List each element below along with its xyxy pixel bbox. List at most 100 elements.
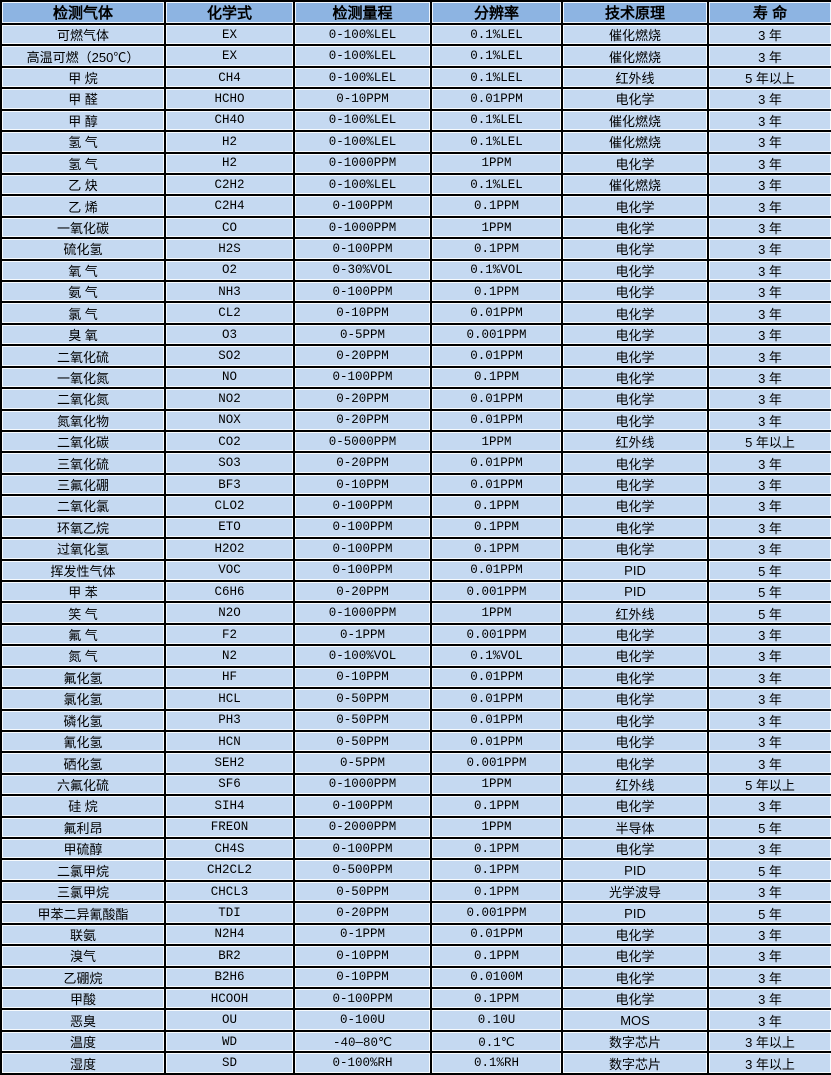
- detection-range-cell: 0-1000PPM: [293, 772, 432, 797]
- resolution-cell: 0.1PPM: [430, 365, 563, 390]
- detection-range-cell: 0-100U: [293, 1008, 432, 1032]
- table-row: 甲 醇 CH4O 0-100%LEL 0.1%LEL 催化燃烧 3 年: [0, 108, 831, 133]
- technical-principle-cell: 电化学: [561, 194, 709, 218]
- gas-name-cell: 氯化氢: [0, 687, 166, 711]
- resolution-cell: 0.01PPM: [430, 708, 563, 732]
- gas-name-cell: 笑 气: [0, 601, 166, 625]
- technical-principle-cell: 催化燃烧: [561, 44, 709, 68]
- detection-range-cell: 0-10PPM: [293, 944, 432, 968]
- technical-principle-cell: 电化学: [561, 729, 709, 754]
- chemical-formula-cell: CH2CL2: [164, 858, 295, 882]
- table-row: 氮氧化物 NOX 0-20PPM 0.01PPM 电化学 3 年: [0, 408, 831, 433]
- lifespan-cell: 5 年以上: [707, 65, 831, 90]
- chemical-formula-cell: H2: [164, 151, 295, 175]
- detection-range-cell: 0-10PPM: [293, 472, 432, 497]
- detection-range-cell: 0-10PPM: [293, 965, 432, 990]
- lifespan-cell: 3 年: [707, 108, 831, 133]
- table-row: 甲 苯 C6H6 0-20PPM 0.001PPM PID 5 年: [0, 579, 831, 604]
- table-row: 一氧化氮 NO 0-100PPM 0.1PPM 电化学 3 年: [0, 365, 831, 390]
- detection-range-cell: 0-1000PPM: [293, 601, 432, 625]
- gas-name-cell: 可燃气体: [0, 22, 166, 47]
- table-row: 甲酸 HCOOH 0-100PPM 0.1PPM 电化学 3 年: [0, 986, 831, 1011]
- lifespan-cell: 5 年: [707, 815, 831, 840]
- detection-range-cell: 0-100PPM: [293, 280, 432, 304]
- detection-range-cell: 0-1PPM: [293, 622, 432, 647]
- chemical-formula-cell: B2H6: [164, 965, 295, 990]
- table-row: 氟利昂 FREON 0-2000PPM 1PPM 半导体 5 年: [0, 815, 831, 840]
- resolution-cell: 0.1PPM: [430, 794, 563, 818]
- chemical-formula-cell: WD: [164, 1029, 295, 1054]
- table-row: 三氧化硫 SO3 0-20PPM 0.01PPM 电化学 3 年: [0, 451, 831, 475]
- header-gas-name: 检测气体: [0, 0, 166, 25]
- chemical-formula-cell: TDI: [164, 901, 295, 925]
- technical-principle-cell: 催化燃烧: [561, 130, 709, 154]
- table-row: 硅 烷 SIH4 0-100PPM 0.1PPM 电化学 3 年: [0, 794, 831, 818]
- lifespan-cell: 5 年: [707, 558, 831, 582]
- table-row: 臭 氧 O3 0-5PPM 0.001PPM 电化学 3 年: [0, 322, 831, 347]
- gas-name-cell: 环氧乙烷: [0, 515, 166, 540]
- chemical-formula-cell: O3: [164, 322, 295, 347]
- gas-name-cell: 氮氧化物: [0, 408, 166, 433]
- gas-name-cell: 氟 气: [0, 622, 166, 647]
- resolution-cell: 0.1%RH: [430, 1051, 563, 1075]
- lifespan-cell: 3 年: [707, 751, 831, 775]
- table-row: 湿度 SD 0-100%RH 0.1%RH 数字芯片 3 年以上: [0, 1051, 831, 1075]
- chemical-formula-cell: CL2: [164, 301, 295, 325]
- gas-name-cell: 甲苯二异氰酸酯: [0, 901, 166, 925]
- technical-principle-cell: 电化学: [561, 387, 709, 411]
- table-body: 可燃气体 EX 0-100%LEL 0.1%LEL 催化燃烧 3 年高温可燃（250℃） E…: [0, 22, 831, 1075]
- resolution-cell: 0.001PPM: [430, 751, 563, 775]
- technical-principle-cell: 电化学: [561, 237, 709, 261]
- table-row: 硫化氢 H2S 0-100PPM 0.1PPM 电化学 3 年: [0, 237, 831, 261]
- table-row: 二氧化氯 CLO2 0-100PPM 0.1PPM 电化学 3 年: [0, 494, 831, 518]
- chemical-formula-cell: OU: [164, 1008, 295, 1032]
- gas-name-cell: 氟化氢: [0, 665, 166, 690]
- technical-principle-cell: PID: [561, 901, 709, 925]
- lifespan-cell: 3 年: [707, 130, 831, 154]
- technical-principle-cell: 半导体: [561, 815, 709, 840]
- chemical-formula-cell: CH4S: [164, 837, 295, 861]
- gas-name-cell: 磷化氢: [0, 708, 166, 732]
- technical-principle-cell: 电化学: [561, 944, 709, 968]
- lifespan-cell: 3 年: [707, 986, 831, 1011]
- resolution-cell: 0.01PPM: [430, 408, 563, 433]
- detection-range-cell: 0-50PPM: [293, 729, 432, 754]
- detection-range-cell: 0-20PPM: [293, 408, 432, 433]
- resolution-cell: 0.1%LEL: [430, 172, 563, 197]
- resolution-cell: 1PPM: [430, 151, 563, 175]
- detection-range-cell: 0-20PPM: [293, 579, 432, 604]
- gas-name-cell: 氟利昂: [0, 815, 166, 840]
- resolution-cell: 1PPM: [430, 601, 563, 625]
- detection-range-cell: 0-1000PPM: [293, 215, 432, 240]
- resolution-cell: 0.10U: [430, 1008, 563, 1032]
- table-row: 联氨 N2H4 0-1PPM 0.01PPM 电化学 3 年: [0, 922, 831, 947]
- detection-range-cell: 0-100PPM: [293, 537, 432, 561]
- header-technical-principle: 技术原理: [561, 0, 709, 25]
- gas-name-cell: 臭 氧: [0, 322, 166, 347]
- table-row: 氨 气 NH3 0-100PPM 0.1PPM 电化学 3 年: [0, 280, 831, 304]
- chemical-formula-cell: C2H2: [164, 172, 295, 197]
- gas-name-cell: 湿度: [0, 1051, 166, 1075]
- technical-principle-cell: 数字芯片: [561, 1029, 709, 1054]
- lifespan-cell: 3 年: [707, 965, 831, 990]
- gas-name-cell: 恶臭: [0, 1008, 166, 1032]
- detection-range-cell: -40—80℃: [293, 1029, 432, 1054]
- gas-name-cell: 硒化氢: [0, 751, 166, 775]
- lifespan-cell: 5 年: [707, 601, 831, 625]
- lifespan-cell: 3 年: [707, 151, 831, 175]
- gas-name-cell: 三氟化硼: [0, 472, 166, 497]
- lifespan-cell: 3 年: [707, 622, 831, 647]
- gas-name-cell: 二氧化氯: [0, 494, 166, 518]
- lifespan-cell: 3 年: [707, 794, 831, 818]
- resolution-cell: 0.01PPM: [430, 387, 563, 411]
- technical-principle-cell: 电化学: [561, 322, 709, 347]
- lifespan-cell: 3 年: [707, 665, 831, 690]
- table-row: 二氧化氮 NO2 0-20PPM 0.01PPM 电化学 3 年: [0, 387, 831, 411]
- resolution-cell: 0.1%LEL: [430, 130, 563, 154]
- detection-range-cell: 0-100PPM: [293, 986, 432, 1011]
- resolution-cell: 0.01PPM: [430, 344, 563, 368]
- resolution-cell: 0.1PPM: [430, 494, 563, 518]
- chemical-formula-cell: SEH2: [164, 751, 295, 775]
- table-row: 氟化氢 HF 0-10PPM 0.01PPM 电化学 3 年: [0, 665, 831, 690]
- technical-principle-cell: 电化学: [561, 922, 709, 947]
